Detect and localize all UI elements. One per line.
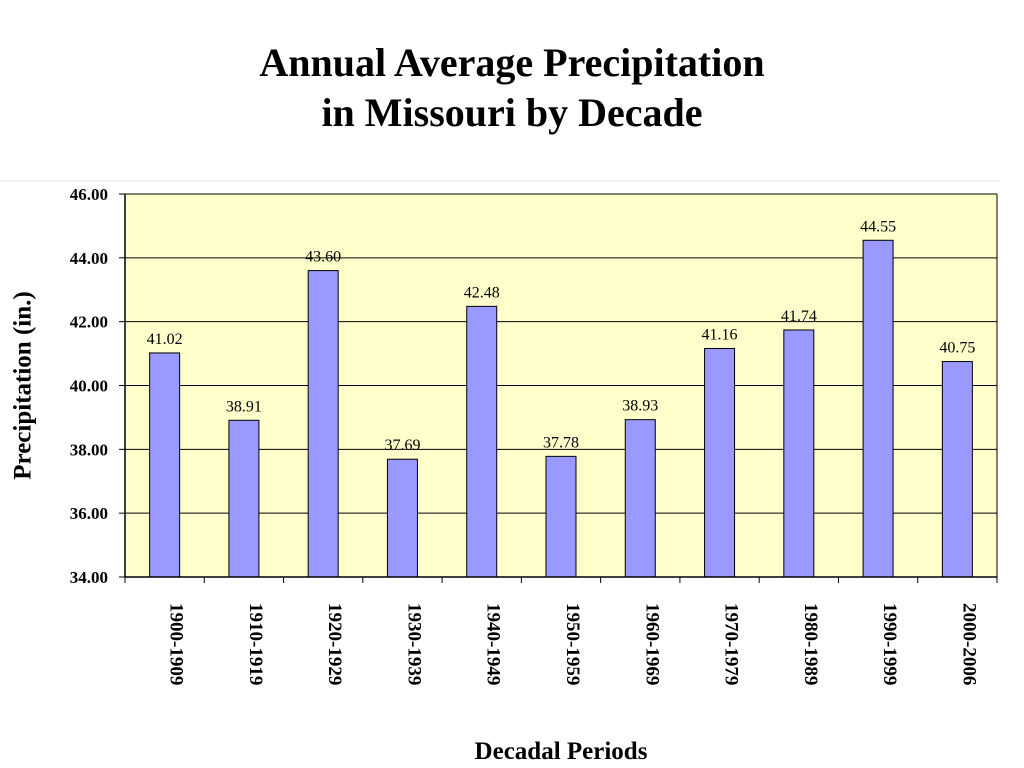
y-tick-labels: 34.00 36.00 38.00 40.00 42.00 44.00 46.00 — [70, 185, 108, 587]
x-axis-title: Decadal Periods — [475, 738, 648, 765]
bar — [228, 419, 260, 578]
x-category-label: 1970-1979 — [721, 603, 742, 685]
data-label: 37.78 — [543, 434, 579, 451]
chart-title: Annual Average Precipitation — [259, 40, 765, 85]
data-labels: 41.02 38.91 43.60 37.69 42.48 37.78 38.93 41.16… — [147, 218, 976, 454]
data-label: 37.69 — [384, 437, 420, 454]
y-tick-label: 34.00 — [70, 568, 108, 587]
y-tick-label: 40.00 — [70, 377, 108, 396]
data-label: 41.02 — [147, 331, 183, 348]
y-axis-title: Precipitation (in.) — [10, 291, 37, 479]
data-label: 41.16 — [702, 326, 738, 343]
x-category-label: 1990-1999 — [879, 603, 900, 685]
bar — [783, 329, 815, 578]
y-tick-label: 46.00 — [70, 185, 108, 204]
x-category-label: 1960-1969 — [641, 603, 662, 685]
data-label: 40.75 — [939, 340, 975, 357]
y-tick-label: 42.00 — [70, 313, 108, 332]
bar — [386, 458, 418, 578]
data-label: 43.60 — [305, 249, 341, 266]
bar — [704, 347, 736, 578]
chart-title-block: Annual Average Precipitation in Missouri… — [0, 38, 1024, 138]
bar — [307, 270, 339, 578]
bar — [149, 352, 181, 578]
x-category-label: 2000-2006 — [958, 603, 979, 685]
x-category-label: 1950-1959 — [562, 603, 583, 685]
y-tick-label: 38.00 — [70, 440, 108, 459]
bar — [545, 455, 577, 578]
bar — [941, 361, 973, 578]
bar — [624, 419, 656, 578]
data-label: 41.74 — [781, 308, 817, 325]
data-label: 42.48 — [464, 284, 500, 301]
data-label: 38.91 — [226, 398, 262, 415]
x-category-label: 1920-1929 — [324, 603, 345, 685]
x-category-label: 1900-1909 — [166, 603, 187, 685]
axes — [124, 193, 998, 583]
y-tick-label: 44.00 — [70, 249, 108, 268]
x-category-label: 1980-1989 — [800, 603, 821, 685]
x-category-label: 1910-1919 — [245, 603, 266, 685]
x-category-label: 1940-1949 — [483, 603, 504, 685]
data-label: 44.55 — [860, 218, 896, 235]
bar — [862, 239, 894, 578]
data-label: 38.93 — [622, 398, 658, 415]
x-category-labels: 1900-1909 1910-1919 1920-1929 1930-1939 1940… — [166, 603, 980, 685]
bar — [466, 305, 498, 578]
bars — [149, 239, 973, 578]
x-category-label: 1930-1939 — [403, 603, 424, 685]
chart-subtitle: in Missouri by Decade — [321, 90, 703, 135]
y-tick-label: 36.00 — [70, 504, 108, 523]
